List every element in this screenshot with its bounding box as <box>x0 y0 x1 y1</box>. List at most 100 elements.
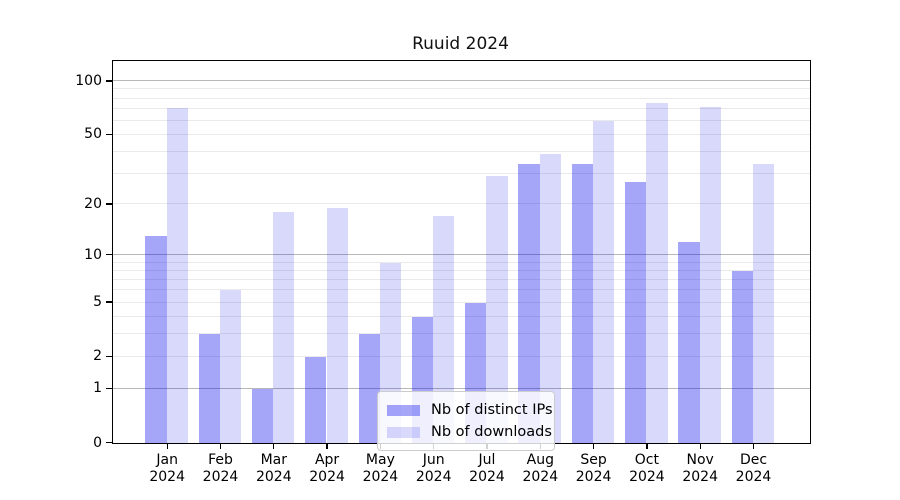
x-tick-label-line: May <box>365 452 395 468</box>
x-tick-label: Dec 2024 <box>712 452 796 486</box>
major-gridline <box>113 387 810 389</box>
x-tick-label: Jun 2024 <box>392 452 476 486</box>
bar-distinct-ips-dec <box>731 270 753 443</box>
bar-distinct-ips-sep <box>571 164 593 443</box>
y-tick-label: 2 <box>93 348 102 365</box>
legend: Nb of distinct IPs Nb of downloads <box>377 391 555 451</box>
x-tick-label-line: 2024 <box>735 469 772 485</box>
x-tick-label: Oct 2024 <box>605 452 689 486</box>
minor-gridline <box>113 97 810 99</box>
bar-downloads-apr <box>326 208 348 443</box>
minor-gridline <box>113 333 810 335</box>
x-tick-label-line: Jan <box>156 452 178 468</box>
x-tick-label-line: Sep <box>580 452 607 468</box>
x-tick-mark <box>219 443 222 449</box>
x-tick-label-line: Dec <box>739 452 768 468</box>
x-tick-label-line: 2024 <box>362 469 399 485</box>
bar-downloads-jan <box>166 107 188 443</box>
x-tick-mark <box>273 443 275 449</box>
minor-gridline <box>113 315 810 317</box>
x-tick-label: Apr 2024 <box>285 452 369 486</box>
x-tick-label-line: 2024 <box>149 469 185 485</box>
y-tick-label: 100 <box>75 72 102 89</box>
y-tick-mark <box>106 80 113 82</box>
minor-gridline <box>113 150 810 152</box>
x-tick-label-line: 2024 <box>629 469 665 485</box>
x-tick-label-line: 2024 <box>522 469 559 485</box>
minor-gridline <box>113 269 810 271</box>
x-tick-label: Aug 2024 <box>498 452 582 486</box>
y-tick-label: 5 <box>93 294 102 311</box>
x-tick-label-line: Feb <box>208 452 233 468</box>
legend-swatch-distinct-ips <box>387 404 420 416</box>
major-gridline <box>113 80 810 82</box>
x-tick-label: May 2024 <box>338 452 422 486</box>
y-tick-label: 20 <box>84 195 102 212</box>
bar-downloads-dec <box>752 164 775 443</box>
major-gridline <box>113 254 810 256</box>
x-tick-label-line: Oct <box>634 452 659 468</box>
x-tick-label-line: Nov <box>686 452 714 468</box>
minor-gridline <box>113 301 810 303</box>
x-tick-label-line: 2024 <box>255 469 292 485</box>
x-tick-label: Feb 2024 <box>179 452 263 486</box>
y-tick-mark <box>106 133 113 136</box>
minor-gridline <box>113 133 810 135</box>
minor-gridline <box>113 88 810 90</box>
x-tick-mark <box>326 443 328 449</box>
x-tick-label-line: 2024 <box>309 469 345 485</box>
minor-gridline <box>113 172 810 174</box>
bar-distinct-ips-aug <box>518 164 540 443</box>
minor-gridline <box>113 355 810 357</box>
x-tick-label: Nov 2024 <box>658 452 742 486</box>
chart-title: Ruuid 2024 <box>412 34 509 54</box>
y-tick-label: 1 <box>93 380 102 397</box>
minor-gridline <box>113 289 810 291</box>
bar-downloads-feb <box>219 290 242 443</box>
y-tick-mark <box>106 301 113 303</box>
x-tick-mark <box>166 443 168 449</box>
legend-label-downloads: Nb of downloads <box>431 424 552 440</box>
x-tick-label-line: 2024 <box>682 469 718 485</box>
y-tick-mark <box>106 441 113 444</box>
legend-swatch-downloads <box>387 426 420 438</box>
bar-downloads-nov <box>699 106 721 443</box>
minor-gridline <box>113 119 810 121</box>
y-tick-label: 10 <box>84 246 102 263</box>
x-tick-mark <box>592 443 595 449</box>
bar-distinct-ips-jan <box>145 236 167 443</box>
y-tick-label: 0 <box>93 434 102 451</box>
plot-area: Nb of distinct IPs Nb of downloads <box>112 60 811 451</box>
bar-downloads-jun <box>433 216 455 443</box>
legend-item-distinct-ips: Nb of distinct IPs <box>387 399 553 421</box>
bar-downloads-aug <box>539 153 561 443</box>
bar-downloads-sep <box>593 120 615 443</box>
x-tick-label-line: Mar <box>260 452 287 468</box>
x-tick-label-line: Jun <box>422 452 445 468</box>
bar-distinct-ips-may <box>358 334 380 443</box>
x-tick-label-line: Aug <box>526 452 554 468</box>
x-tick-label-line: 2024 <box>202 469 239 485</box>
bar-downloads-mar <box>273 212 295 443</box>
legend-label-distinct-ips: Nb of distinct IPs <box>431 402 553 418</box>
x-tick-mark <box>752 443 755 449</box>
bar-distinct-ips-apr <box>305 356 327 443</box>
x-tick-label-line: Jul <box>478 452 496 468</box>
bar-distinct-ips-nov <box>678 241 700 443</box>
x-tick-label-line: 2024 <box>575 469 612 485</box>
x-tick-label: Jan 2024 <box>125 452 209 486</box>
minor-gridline <box>113 107 810 109</box>
y-tick-mark <box>106 253 113 256</box>
y-tick-mark <box>106 203 113 205</box>
y-tick-mark <box>106 387 113 389</box>
y-tick-label: 50 <box>84 126 102 143</box>
x-tick-label: Sep 2024 <box>552 452 636 486</box>
bar-distinct-ips-feb <box>198 334 220 443</box>
x-tick-label-line: 2024 <box>469 469 505 485</box>
x-tick-label-line: 2024 <box>415 469 452 485</box>
x-tick-label: Jul 2024 <box>445 452 529 486</box>
legend-item-downloads: Nb of downloads <box>387 421 552 443</box>
bar-distinct-ips-mar <box>251 388 274 443</box>
bar-downloads-oct <box>646 102 668 443</box>
